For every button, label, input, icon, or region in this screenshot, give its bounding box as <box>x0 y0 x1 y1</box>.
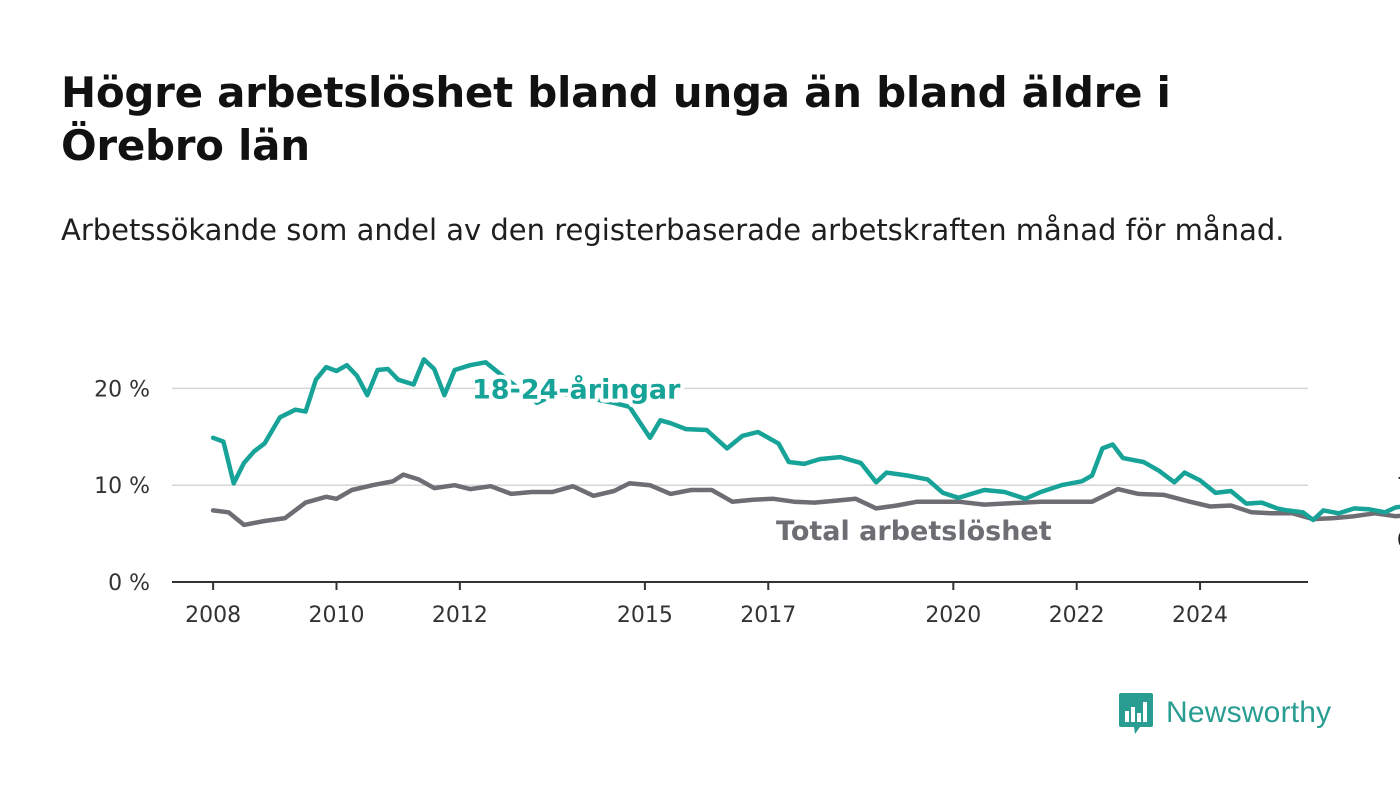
y-tick-label: 20 % <box>94 377 150 402</box>
series-labels: 18-24-åringar Total arbetslöshet 7,7 % 6,9 … <box>468 369 1400 556</box>
chart-subtitle: Arbetssökande som andel av den registerb… <box>61 213 1285 247</box>
x-tick-label: 2024 <box>1172 603 1228 628</box>
series-name-label: 18-24-åringar <box>472 373 681 405</box>
gridlines <box>172 387 1308 583</box>
y-tick-label: 0 % <box>108 571 150 596</box>
x-tick-label: 2020 <box>925 603 981 628</box>
chart-title: Högre arbetslöshet bland unga än bland ä… <box>61 68 1171 170</box>
x-tick-label: 2012 <box>432 603 488 628</box>
x-tick-label: 2017 <box>740 603 796 628</box>
newsworthy-logo: Newsworthy <box>1118 690 1331 736</box>
y-tick-label: 10 % <box>94 474 150 499</box>
x-tick-label: 2010 <box>308 603 364 628</box>
x-tick-label: 2022 <box>1049 603 1105 628</box>
x-tick-label: 2015 <box>617 603 673 628</box>
series-line-0 <box>210 357 1400 523</box>
series-name-label: Total arbetslöshet <box>776 516 1052 547</box>
series-line-1 <box>210 472 1400 528</box>
end-value-label: 6,9 % <box>1397 528 1400 553</box>
x-tick-label: 2008 <box>185 603 241 628</box>
brand-name: Newsworthy <box>1166 696 1332 729</box>
y-axis-ticks: 0 % 10 % 20 % <box>94 377 150 596</box>
x-axis-ticks: 2008 2010 2012 2015 2017 2020 2022 2024 <box>185 582 1228 628</box>
bar-chart-speech-bubble-icon <box>1119 693 1153 734</box>
end-value-label: 7,7 % <box>1397 474 1400 499</box>
series-lines <box>210 357 1400 528</box>
